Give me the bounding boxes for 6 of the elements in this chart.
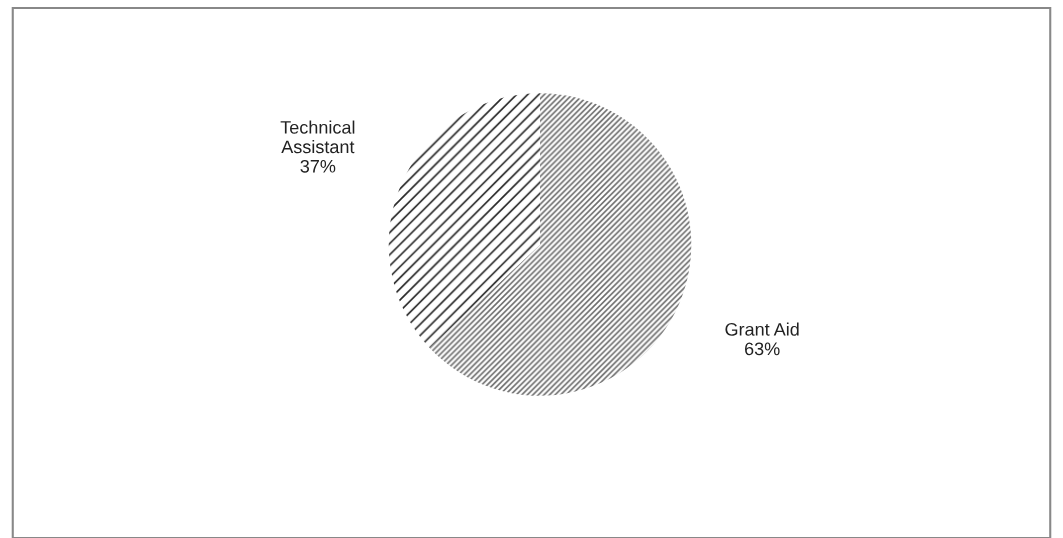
data-label: 37%	[300, 159, 336, 173]
slice-label: Technical Assistant	[280, 120, 355, 154]
pie-slice	[429, 93, 692, 396]
pie-slice	[388, 93, 540, 349]
data-label: 63%	[745, 342, 780, 356]
slice-label: Grant Aid	[725, 322, 799, 336]
